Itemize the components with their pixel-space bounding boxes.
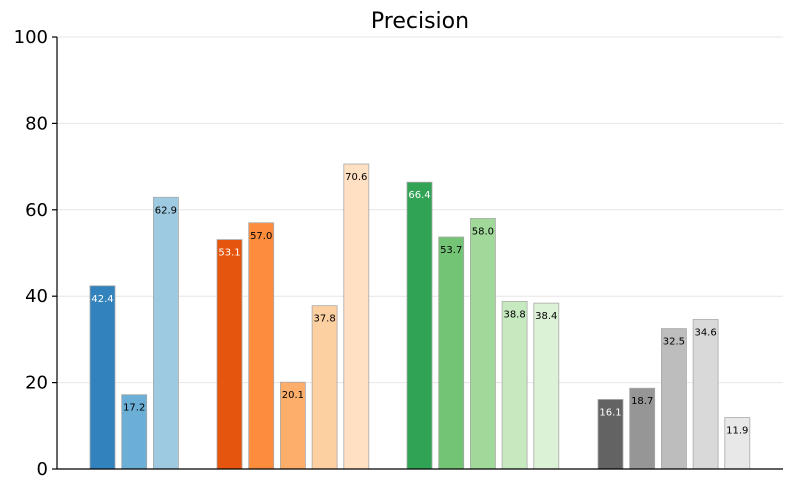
bar-value-label: 58.0	[472, 226, 494, 237]
bar-value-label: 57.0	[250, 231, 272, 242]
bar-value-label: 70.6	[345, 172, 367, 183]
bar-value-label: 18.7	[631, 396, 653, 407]
y-tick-label: 100	[14, 27, 48, 48]
chart-title: Precision	[371, 9, 469, 34]
bar	[469, 218, 496, 470]
bar-value-label: 16.1	[599, 407, 621, 418]
bar	[152, 196, 179, 470]
y-tick-label: 20	[25, 373, 48, 394]
bar-value-label: 34.6	[694, 328, 716, 339]
bar-value-label: 37.8	[313, 314, 335, 325]
bar	[533, 302, 560, 470]
bar-value-label: 53.1	[218, 248, 240, 259]
bar	[121, 394, 148, 470]
bar-value-labels: 42.4 17.2 62.9 53.1 57.0 20.1 37.8 70.6 66.4 53.7…	[91, 172, 748, 437]
bar	[279, 381, 306, 470]
bar-value-label: 53.7	[440, 245, 462, 256]
bar-value-label: 42.4	[91, 294, 113, 305]
bar-value-label: 11.9	[726, 426, 748, 437]
y-tick-label: 0	[37, 459, 48, 480]
bar-value-label: 20.1	[282, 390, 304, 401]
bar	[248, 222, 275, 470]
bars	[89, 163, 751, 470]
bar	[501, 300, 528, 470]
bar	[438, 236, 465, 470]
bar	[89, 285, 116, 470]
bar	[311, 305, 338, 470]
bar	[629, 387, 656, 470]
bar	[216, 239, 243, 470]
bar	[406, 181, 433, 470]
bar-value-label: 66.4	[408, 190, 430, 201]
y-tick-label: 60	[25, 200, 48, 221]
bar-value-label: 38.4	[535, 311, 557, 322]
bar	[597, 399, 624, 470]
y-axis-ticks: 0 20 40 60 80 100	[14, 27, 57, 480]
bar	[692, 319, 719, 470]
bar-value-label: 32.5	[663, 337, 685, 348]
bar-value-label: 38.8	[503, 309, 525, 320]
bar	[661, 328, 687, 470]
y-tick-label: 40	[25, 286, 48, 307]
bar-value-label: 62.9	[155, 205, 177, 216]
bar-value-label: 17.2	[123, 403, 145, 414]
y-tick-label: 80	[25, 113, 48, 134]
bar	[343, 163, 370, 470]
